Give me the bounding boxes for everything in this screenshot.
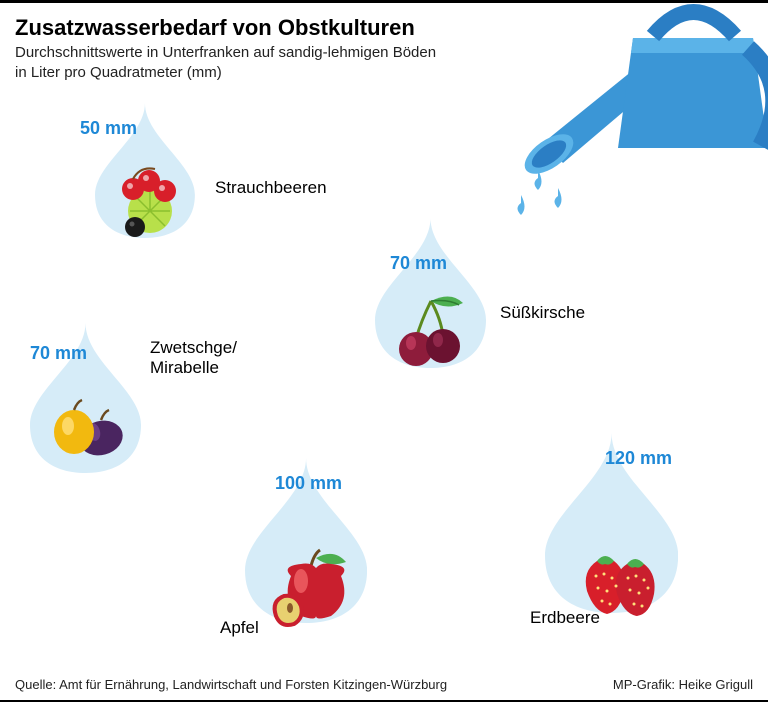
fruit-name-label: Erdbeere <box>530 608 600 628</box>
cherry-icon <box>391 291 481 376</box>
value-label: 120 mm <box>605 448 672 469</box>
value-label: 100 mm <box>275 473 342 494</box>
value-label: 70 mm <box>390 253 447 274</box>
berries-icon <box>105 161 195 246</box>
fruit-name-label: Strauchbeeren <box>215 178 327 198</box>
subtitle-line-1: Durchschnittswerte in Unterfranken auf s… <box>15 44 436 61</box>
value-label: 70 mm <box>30 343 87 364</box>
fruit-name-label: Zwetschge/Mirabelle <box>150 338 237 379</box>
source-text: Quelle: Amt für Ernährung, Landwirtschaf… <box>15 677 447 692</box>
fruit-name-label: Apfel <box>220 618 259 638</box>
fruit-name-label: Süßkirsche <box>500 303 585 323</box>
plum-icon <box>46 396 136 481</box>
apple-icon <box>266 546 356 631</box>
value-label: 50 mm <box>80 118 137 139</box>
credit-text: MP-Grafik: Heike Grigull <box>613 677 753 692</box>
subtitle-line-2: in Liter pro Quadratmeter (mm) <box>15 64 222 81</box>
watering-can-icon <box>503 0 768 228</box>
